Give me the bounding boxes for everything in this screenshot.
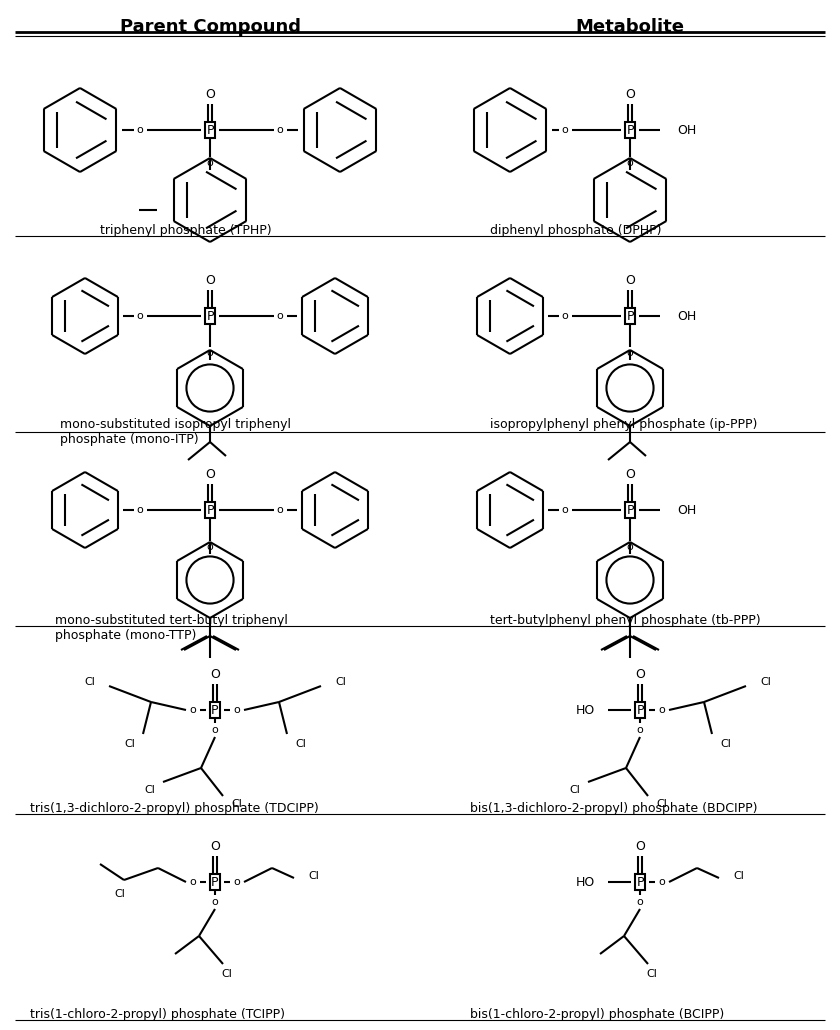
Text: bis(1,3-dichloro-2-propyl) phosphate (BDCIPP): bis(1,3-dichloro-2-propyl) phosphate (BD… xyxy=(470,802,758,815)
Text: Cl: Cl xyxy=(308,871,319,881)
Text: o: o xyxy=(627,158,633,168)
Text: o: o xyxy=(276,505,283,515)
Text: HO: HO xyxy=(575,876,595,889)
Text: o: o xyxy=(562,505,569,515)
Text: o: o xyxy=(627,542,633,552)
Text: HO: HO xyxy=(575,703,595,717)
Text: Metabolite: Metabolite xyxy=(575,18,685,36)
Text: Cl: Cl xyxy=(733,871,744,881)
Text: P: P xyxy=(207,504,213,516)
Text: o: o xyxy=(190,705,197,715)
Text: o: o xyxy=(207,542,213,552)
Text: P: P xyxy=(627,309,633,322)
Text: o: o xyxy=(190,877,197,887)
Text: Cl: Cl xyxy=(144,785,155,795)
Text: Cl: Cl xyxy=(760,677,771,687)
Text: Cl: Cl xyxy=(114,889,125,899)
Text: o: o xyxy=(276,125,283,135)
Text: o: o xyxy=(659,705,665,715)
Text: o: o xyxy=(276,311,283,321)
Text: Cl: Cl xyxy=(335,677,346,687)
Text: tris(1,3-dichloro-2-propyl) phosphate (TDCIPP): tris(1,3-dichloro-2-propyl) phosphate (T… xyxy=(30,802,318,815)
Text: tris(1-chloro-2-propyl) phosphate (TCIPP): tris(1-chloro-2-propyl) phosphate (TCIPP… xyxy=(30,1008,285,1021)
Text: isopropylphenyl phenyl phosphate (ip-PPP): isopropylphenyl phenyl phosphate (ip-PPP… xyxy=(490,418,758,431)
Text: Cl: Cl xyxy=(124,739,135,749)
Text: o: o xyxy=(562,125,569,135)
Text: bis(1-chloro-2-propyl) phosphate (BCIPP): bis(1-chloro-2-propyl) phosphate (BCIPP) xyxy=(470,1008,724,1021)
Text: P: P xyxy=(211,703,218,717)
Text: O: O xyxy=(625,469,635,481)
Text: Cl: Cl xyxy=(647,969,658,978)
Text: o: o xyxy=(234,705,240,715)
Text: O: O xyxy=(625,89,635,102)
Text: mono-substituted tert-butyl triphenyl
phosphate (mono-TTP): mono-substituted tert-butyl triphenyl ph… xyxy=(55,614,288,642)
Text: o: o xyxy=(137,311,144,321)
Text: P: P xyxy=(211,876,218,889)
Text: P: P xyxy=(207,124,213,137)
Text: O: O xyxy=(210,668,220,682)
Text: o: o xyxy=(137,505,144,515)
Text: P: P xyxy=(207,309,213,322)
Text: Cl: Cl xyxy=(656,799,667,809)
Text: o: o xyxy=(207,348,213,358)
Text: o: o xyxy=(562,311,569,321)
Text: Cl: Cl xyxy=(295,739,306,749)
Text: triphenyl phosphate (TPHP): triphenyl phosphate (TPHP) xyxy=(100,224,271,237)
Text: O: O xyxy=(205,469,215,481)
Text: O: O xyxy=(635,668,645,682)
Text: Parent Compound: Parent Compound xyxy=(119,18,301,36)
Text: Cl: Cl xyxy=(720,739,731,749)
Text: o: o xyxy=(659,877,665,887)
Text: O: O xyxy=(210,840,220,854)
Text: diphenyl phosphate (DPHP): diphenyl phosphate (DPHP) xyxy=(490,224,662,237)
Text: Cl: Cl xyxy=(222,969,233,978)
Text: O: O xyxy=(205,89,215,102)
Text: o: o xyxy=(212,725,218,735)
Text: OH: OH xyxy=(677,504,696,516)
Text: O: O xyxy=(625,275,635,287)
Text: OH: OH xyxy=(677,124,696,137)
Text: o: o xyxy=(234,877,240,887)
Text: Cl: Cl xyxy=(570,785,580,795)
Text: o: o xyxy=(637,725,643,735)
Text: o: o xyxy=(137,125,144,135)
Text: O: O xyxy=(205,275,215,287)
Text: P: P xyxy=(636,703,643,717)
Text: P: P xyxy=(636,876,643,889)
Text: o: o xyxy=(207,158,213,168)
Text: Cl: Cl xyxy=(231,799,242,809)
Text: O: O xyxy=(635,840,645,854)
Text: o: o xyxy=(637,897,643,907)
Text: Cl: Cl xyxy=(84,677,95,687)
Text: OH: OH xyxy=(677,309,696,322)
Text: tert-butylphenyl phenyl phosphate (tb-PPP): tert-butylphenyl phenyl phosphate (tb-PP… xyxy=(490,614,761,627)
Text: mono-substituted isopropyl triphenyl
phosphate (mono-ITP): mono-substituted isopropyl triphenyl pho… xyxy=(60,418,291,446)
Text: o: o xyxy=(212,897,218,907)
Text: o: o xyxy=(627,348,633,358)
Text: P: P xyxy=(627,504,633,516)
Text: P: P xyxy=(627,124,633,137)
